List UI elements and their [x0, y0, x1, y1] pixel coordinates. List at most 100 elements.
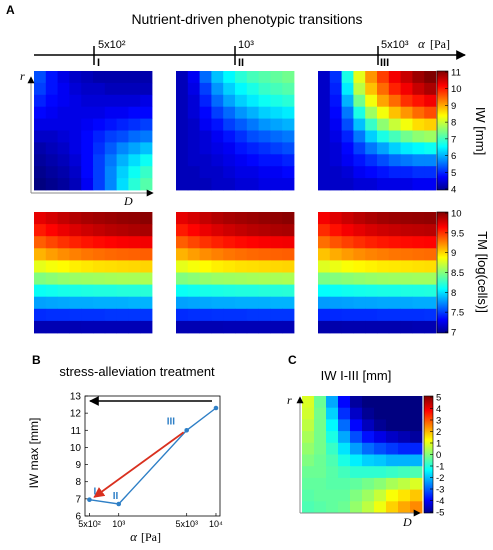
- heatmap-tm-cell: [104, 248, 117, 261]
- heatmap-tm-cell: [388, 308, 401, 322]
- heatmap-iw-cell: [116, 82, 129, 96]
- heatmap-iw-cell: [282, 106, 295, 119]
- heatmap-tm-cell: [341, 284, 354, 298]
- heatmap-iw-cell: [45, 106, 58, 119]
- heatmap-tm-cell: [199, 236, 212, 249]
- colorbar-diff-tick-label: 5: [436, 393, 441, 404]
- heatmap-tm-cell: [93, 224, 106, 237]
- colorbar-tm-label: TM [log(cells)]: [475, 231, 490, 313]
- heatmap-tm-cell: [199, 308, 212, 322]
- heatmap-iw-cell: [258, 130, 271, 143]
- heatmap-iw-cell: [377, 71, 390, 84]
- heatmap-iw-cell: [377, 82, 390, 96]
- panel-b-point-label: I: [93, 487, 96, 498]
- heatmap-tm-cell: [353, 212, 366, 225]
- panel-b-xtick-label: 10³: [112, 519, 125, 529]
- heatmap-tm-cell: [282, 260, 295, 273]
- heatmap-iw-cell: [341, 94, 354, 108]
- heatmap-iw-cell: [412, 142, 425, 155]
- heatmap-iw-cell: [93, 82, 106, 96]
- heatmap-iw-cell: [353, 82, 366, 96]
- heatmap-tm-cell: [246, 236, 259, 249]
- heatmap-iw-diff-cell: [374, 501, 387, 514]
- heatmap-tm-cell: [377, 260, 390, 273]
- alpha-marker-III: III: [380, 57, 389, 69]
- heatmap-tm-cell: [353, 320, 366, 334]
- heatmap-tm-cell: [424, 224, 437, 237]
- heatmap-iw-cell: [211, 154, 224, 167]
- heatmap-iw-diff-cell: [410, 419, 423, 432]
- heatmap-iw-diff-cell: [362, 489, 375, 502]
- heatmap-tm-cell: [81, 284, 94, 298]
- heatmap-iw-diff-cell: [350, 407, 363, 420]
- heatmap-iw-diff-cell: [302, 466, 315, 479]
- heatmap-tm-cell: [365, 272, 378, 285]
- heatmap-iw-cell: [377, 166, 390, 179]
- heatmap-iw-cell: [34, 166, 47, 179]
- heatmap-iw-cell: [235, 118, 248, 131]
- heatmap-iw-cell: [116, 142, 129, 155]
- heatmap-iw-diff-cell: [302, 489, 315, 502]
- heatmap-iw-cell: [318, 130, 331, 143]
- heatmap-tm-cell: [140, 272, 153, 285]
- heatmap-tm-cell: [223, 320, 236, 334]
- heatmap-tm-cell: [199, 224, 212, 237]
- heatmap-iw-cell: [176, 106, 189, 119]
- heatmap-tm-cell: [377, 284, 390, 298]
- heatmap-iw-diff-cell: [326, 442, 339, 455]
- heatmap-tm-cell: [246, 272, 259, 285]
- heatmap-iw-cell: [329, 166, 342, 179]
- heatmap-tm-cell: [69, 260, 82, 273]
- heatmap-iw-diff-cell: [398, 477, 411, 490]
- panel-b-point-label: III: [167, 416, 176, 427]
- heatmap-tm-cell: [246, 296, 259, 310]
- heatmap-tm-cell: [388, 272, 401, 285]
- heatmap-tm-cell: [365, 212, 378, 225]
- heatmap-tm-cell: [93, 260, 106, 273]
- heatmap-tm-cell: [246, 260, 259, 273]
- colorbar-diff-tick-label: 0: [436, 450, 441, 461]
- heatmap-iw-II: [176, 71, 295, 191]
- heatmap-tm-cell: [341, 272, 354, 285]
- heatmap-tm-cell: [116, 236, 129, 249]
- heatmap-iw-cell: [341, 154, 354, 167]
- colorbar-tm-tick-label: 8: [451, 288, 456, 299]
- heatmap-tm-cell: [270, 236, 283, 249]
- alpha-axis-unit: [Pa]: [430, 37, 450, 51]
- heatmap-iw-cell: [424, 94, 437, 108]
- heatmap-iw-cell: [412, 82, 425, 96]
- heatmap-iw-diff-cell: [398, 419, 411, 432]
- heatmap-tm-cell: [258, 248, 271, 261]
- heatmap-tm-cell: [235, 308, 248, 322]
- heatmap-iw-cell: [93, 166, 106, 179]
- colorbar-iw-tick-label: 4: [451, 185, 456, 196]
- heatmap-iw-cell: [258, 82, 271, 96]
- heatmap-tm-cell: [104, 212, 117, 225]
- heatmap-iw-cell: [223, 118, 236, 131]
- heatmap-iw-cell: [282, 166, 295, 179]
- heatmap-iw-cell: [365, 82, 378, 96]
- heatmap-tm-cell: [211, 260, 224, 273]
- heatmap-iw-diff-cell: [314, 396, 327, 409]
- heatmap-iw-cell: [199, 178, 212, 191]
- heatmap-iw-cell: [104, 130, 117, 143]
- heatmap-tm-cell: [57, 224, 70, 237]
- heatmap-iw-cell: [329, 94, 342, 108]
- heatmap-tm-cell: [104, 308, 117, 322]
- heatmap-iw-cell: [246, 154, 259, 167]
- heatmap-tm-cell: [140, 248, 153, 261]
- colorbar-iw-tick-label: 5: [451, 168, 456, 179]
- heatmap-tm-cell: [424, 212, 437, 225]
- heatmap-iw-diff-cell: [362, 454, 375, 467]
- heatmap-iw-cell: [93, 178, 106, 191]
- heatmap-tm-cell: [235, 296, 248, 310]
- heatmap-iw-cell: [81, 142, 94, 155]
- heatmap-tm-cell: [388, 296, 401, 310]
- heatmap-iw-cell: [329, 178, 342, 191]
- heatmap-iw-cell: [176, 94, 189, 108]
- heatmap-tm-cell: [34, 308, 47, 322]
- heatmap-iw-diff-cell: [302, 407, 315, 420]
- heatmap-iw-cell: [353, 178, 366, 191]
- heatmap-tm-cell: [353, 296, 366, 310]
- heatmap-iw-diff-cell: [302, 419, 315, 432]
